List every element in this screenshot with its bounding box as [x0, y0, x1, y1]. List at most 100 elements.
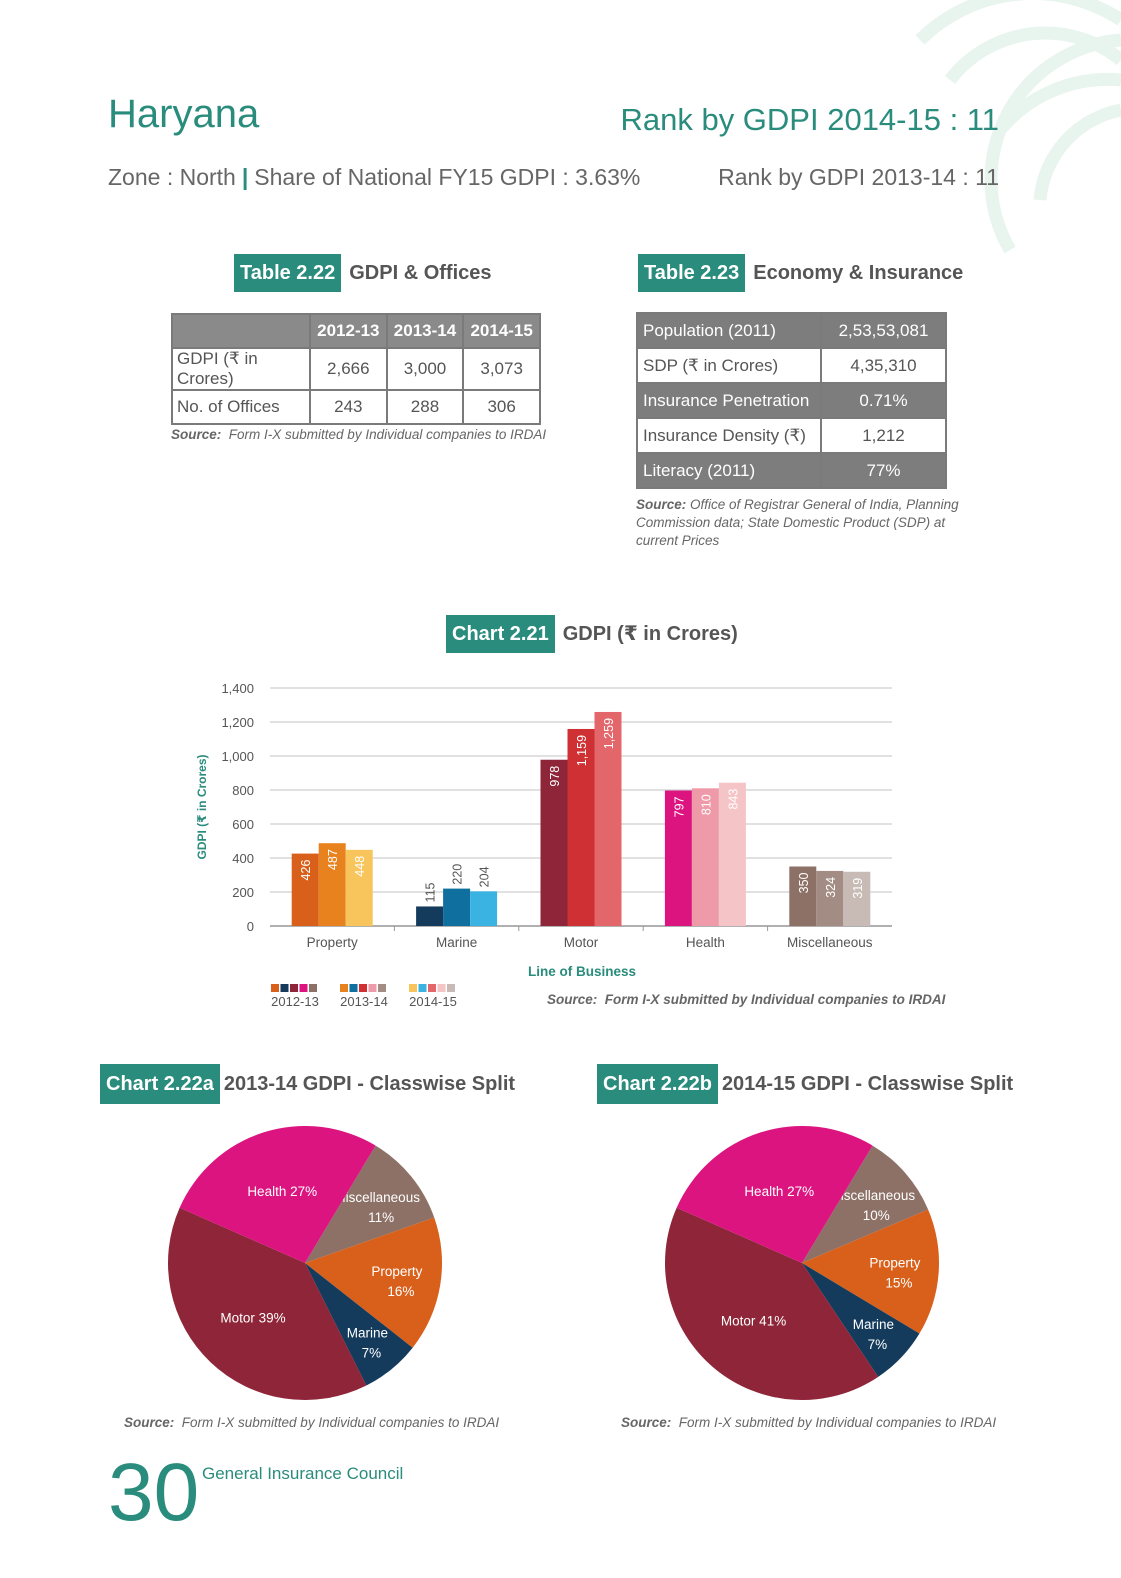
table-2-23-heading: Table 2.23 Economy & Insurance — [638, 254, 963, 292]
bar — [470, 891, 498, 926]
pie-slice — [802, 1209, 939, 1334]
table-2-22-source: Source: Form I-X submitted by Individual… — [171, 426, 546, 444]
y-tick-label: 1,200 — [221, 715, 254, 730]
pie-label: Motor 39% — [220, 1311, 285, 1326]
bar-value-label: 204 — [478, 866, 492, 887]
zone-share-line: Zone : North | Share of National FY15 GDPI… — [108, 164, 640, 191]
source-text: Office of Registrar General of India, Pl… — [690, 497, 959, 512]
table-cell: 0.71% — [820, 382, 947, 419]
bar — [345, 849, 373, 926]
legend-swatch — [428, 984, 436, 992]
pie-chart-2014-15: Miscellaneous 10% Property 15% Marine 7% Motor… — [665, 1126, 939, 1400]
chart-2-22b-tag: Chart 2.22b — [597, 1064, 718, 1104]
legend-swatch — [409, 984, 417, 992]
source-text: current Prices — [636, 533, 720, 548]
legend-swatch — [280, 984, 289, 992]
separator: | — [241, 164, 249, 190]
pie-slice — [305, 1263, 413, 1386]
pie-label: Marine 7% — [347, 1325, 388, 1360]
pie-label-value: 16% — [387, 1284, 414, 1299]
table-header-cell — [171, 313, 311, 349]
table-row: Insurance Penetration 0.71% — [636, 382, 947, 419]
row-label: GDPI (₹ in Crores) — [171, 347, 311, 391]
pie-slice — [665, 1207, 879, 1400]
legend-swatch — [359, 984, 367, 992]
chart-2-21-tag: Chart 2.21 — [446, 615, 555, 653]
x-category-label: Health — [686, 935, 725, 950]
bar-value-label: 350 — [797, 872, 811, 893]
pie-slice — [802, 1263, 920, 1377]
bar-value-label: 426 — [299, 860, 313, 881]
source-label: Source: — [621, 1415, 672, 1430]
bar-value-label: 448 — [353, 856, 367, 877]
bar-value-label: 1,259 — [602, 718, 616, 749]
pie-label-name: Marine — [853, 1317, 894, 1332]
rank-current: Rank by GDPI 2014-15 : 11 — [620, 102, 999, 137]
row-label: SDP (₹ in Crores) — [636, 347, 822, 384]
pie-slice — [305, 1145, 435, 1263]
legend-swatch — [418, 984, 427, 992]
pie-label-name: Property — [869, 1255, 920, 1270]
table-cell: 243 — [309, 389, 388, 425]
pie-label: Motor 41% — [721, 1314, 786, 1329]
table-row: Population (2011) 2,53,53,081 — [636, 312, 947, 349]
x-category-label: Miscellaneous — [787, 935, 873, 950]
bar — [789, 866, 817, 926]
pie-label-name: Miscellaneous — [830, 1188, 916, 1203]
legend-swatch — [290, 984, 298, 992]
pie-slice — [802, 1145, 929, 1263]
legend-swatch — [447, 984, 455, 992]
table-cell: 1,212 — [820, 417, 947, 454]
chart-2-21-title: GDPI (₹ in Crores) — [562, 623, 738, 645]
decorative-arcs — [915, 0, 1121, 254]
x-axis-label: Line of Business — [528, 964, 636, 979]
source-label: Source: — [124, 1415, 175, 1430]
pie-label: Miscellaneous 11% — [334, 1190, 420, 1225]
pie-label-name: Property — [371, 1264, 422, 1279]
bar — [443, 888, 471, 926]
y-tick-label: 1,400 — [221, 681, 254, 696]
pie-label-name: Miscellaneous — [334, 1190, 420, 1205]
legend-label: 2012-13 — [271, 994, 319, 1009]
source-text: Commission data; State Domestic Product … — [636, 515, 946, 530]
row-label: Insurance Density (₹) — [636, 417, 822, 454]
table-cell: 2,666 — [309, 347, 388, 391]
row-label: Literacy (2011) — [636, 452, 822, 489]
x-category-label: Motor — [564, 935, 599, 950]
legend-label: 2013-14 — [340, 994, 388, 1009]
table-row: Insurance Density (₹) 1,212 — [636, 417, 947, 454]
table-2-23-source: Source: Office of Registrar General of I… — [636, 496, 959, 550]
legend-swatch — [299, 984, 308, 992]
bar-value-label: 1,159 — [575, 735, 589, 766]
table-2-23-tag: Table 2.23 — [638, 254, 746, 292]
x-category-label: Property — [307, 935, 358, 950]
chart-2-22a-source: Source: Form I-X submitted by Individual… — [124, 1414, 499, 1432]
table-2-22-heading: Table 2.22 GDPI & Offices — [234, 254, 492, 292]
chart-2-22a-heading: Chart 2.22a 2013-14 GDPI - Classwise Spli… — [100, 1064, 515, 1104]
pie-label: Health 27% — [247, 1184, 317, 1199]
bar — [318, 843, 346, 926]
source-text: Form I-X submitted by Individual compani… — [181, 1415, 500, 1430]
chart-2-22b-title: 2014-15 GDPI - Classwise Split — [721, 1073, 1014, 1095]
state-title: Haryana — [108, 92, 260, 136]
table-cell: 3,000 — [385, 347, 465, 391]
source-text: Form I-X submitted by Individual compani… — [604, 992, 946, 1007]
table-cell: 3,073 — [462, 347, 541, 391]
table-2-22-title: GDPI & Offices — [349, 262, 492, 284]
bar — [416, 906, 444, 926]
legend-swatch — [368, 984, 377, 992]
table-row: Literacy (2011) 77% — [636, 452, 947, 489]
pie-label: Property 16% — [371, 1264, 422, 1299]
bar — [567, 728, 595, 926]
legend-swatch — [378, 984, 386, 992]
source-label: Source: — [636, 497, 687, 512]
legend-swatch — [349, 984, 358, 992]
bar-value-label: 843 — [726, 789, 740, 810]
table-header-cell: 2014-15 — [462, 313, 541, 349]
national-share: Share of National FY15 GDPI : 3.63% — [254, 164, 641, 190]
pie-chart-2013-14: Miscellaneous 11% Property 16% Marine 7% Motor… — [167, 1126, 442, 1400]
row-label: Population (2011) — [636, 312, 822, 349]
row-label: No. of Offices — [171, 389, 311, 425]
bar-value-label: 810 — [699, 794, 713, 815]
table-cell: 4,35,310 — [820, 347, 947, 384]
